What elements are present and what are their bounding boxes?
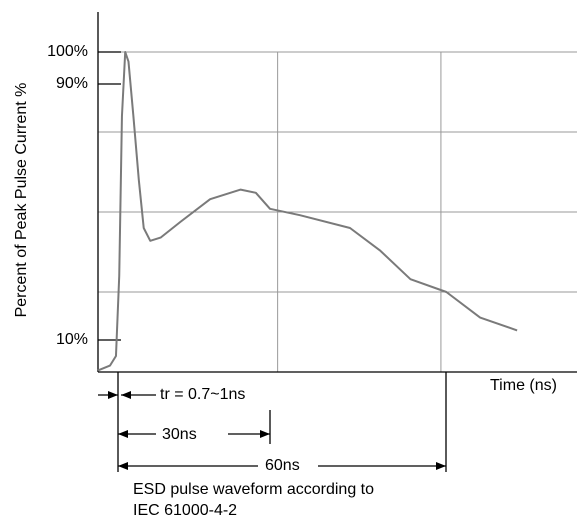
x-axis-label: Time (ns) (490, 377, 557, 394)
y-tick-label: 100% (47, 43, 88, 60)
caption: IEC 61000-4-2 (133, 502, 237, 519)
annotation: tr = 0.7~1ns (160, 386, 245, 403)
y-tick-label: 90% (56, 75, 88, 92)
y-tick-label: 10% (56, 331, 88, 348)
y-axis-label: Percent of Peak Pulse Current % (13, 83, 30, 318)
waveform (97, 51, 518, 372)
annotation: 60ns (265, 457, 300, 474)
caption: ESD pulse waveform according to (133, 481, 374, 498)
dimension-arrows (98, 372, 447, 472)
annotation: 30ns (162, 426, 197, 443)
